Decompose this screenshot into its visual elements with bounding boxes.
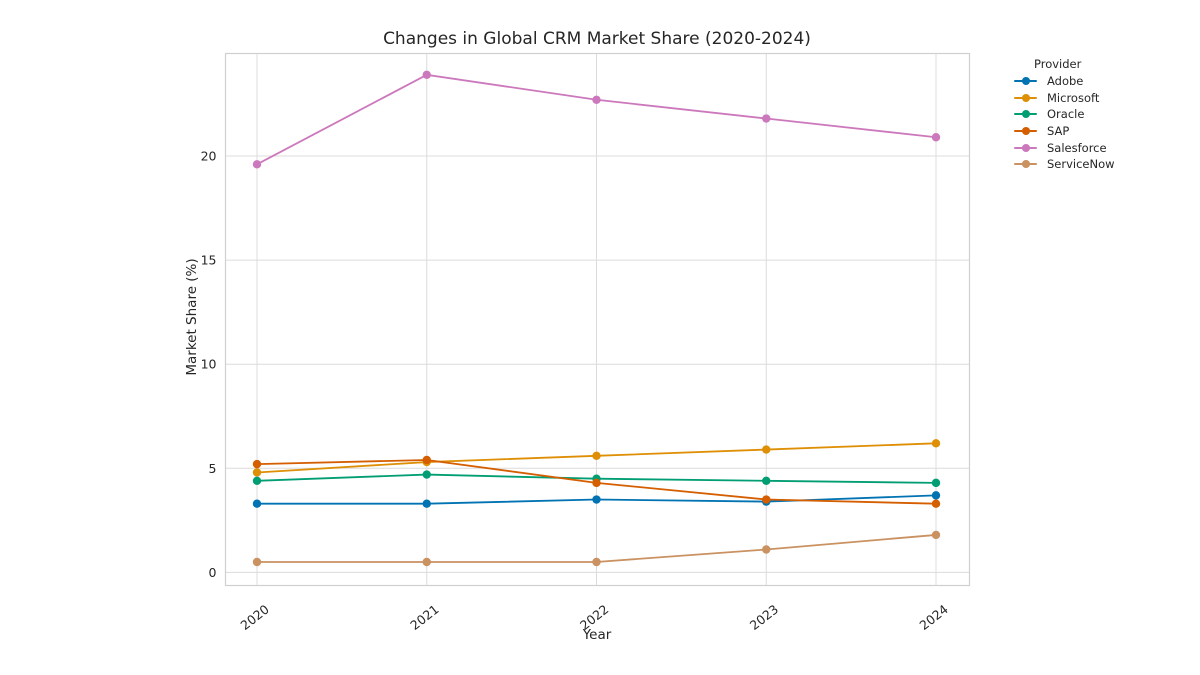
- y-tick-label: 0: [209, 565, 217, 580]
- data-point: [762, 495, 771, 504]
- legend-item-microsoft: Microsoft: [1014, 90, 1124, 107]
- data-point: [422, 557, 431, 567]
- data-point: [252, 557, 262, 567]
- legend-label: Salesforce: [1047, 140, 1107, 155]
- data-point: [422, 499, 431, 508]
- legend-item-adobe: Adobe: [1014, 73, 1124, 90]
- data-point: [931, 491, 941, 500]
- data-point: [252, 459, 262, 469]
- data-point: [592, 557, 601, 567]
- data-point: [931, 499, 941, 508]
- legend-label: Oracle: [1047, 107, 1085, 122]
- data-point: [422, 70, 431, 80]
- y-axis-label: Market Share (%): [184, 258, 200, 376]
- data-point: [422, 455, 431, 465]
- legend-item-sap: SAP: [1014, 123, 1124, 140]
- data-point: [592, 95, 601, 104]
- series-salesforce: [252, 70, 941, 169]
- series-microsoft: [252, 439, 941, 477]
- data-point: [931, 133, 941, 142]
- data-point: [762, 114, 771, 123]
- data-point: [252, 468, 262, 477]
- legend-line-dot-icon: [1014, 160, 1037, 169]
- data-point: [592, 451, 601, 461]
- data-point: [252, 499, 262, 508]
- legend-item-salesforce: Salesforce: [1014, 139, 1124, 156]
- data-point: [931, 439, 941, 448]
- x-tick-label: 2021: [407, 602, 441, 633]
- series-servicenow: [252, 530, 941, 567]
- data-point: [592, 495, 601, 504]
- y-tick-label: 20: [201, 149, 217, 164]
- x-axis-label: Year: [582, 627, 612, 643]
- gridlines: [225, 53, 970, 586]
- legend-label: Adobe: [1047, 74, 1084, 89]
- x-tick-label: 2023: [747, 602, 781, 633]
- legend-label: Microsoft: [1047, 90, 1100, 105]
- legend: Provider Adobe Microsoft Oracle SAP Salesfor…: [1014, 57, 1124, 173]
- y-tick-label: 15: [201, 253, 217, 268]
- series-sap: [252, 455, 941, 508]
- legend-item-servicenow: ServiceNow: [1014, 156, 1124, 173]
- data-point: [592, 478, 601, 488]
- data-point: [252, 160, 262, 169]
- data-point: [762, 545, 771, 554]
- y-tick-label: 10: [201, 357, 217, 372]
- y-tick-label: 5: [209, 461, 217, 476]
- legend-label: SAP: [1047, 124, 1070, 139]
- legend-item-oracle: Oracle: [1014, 106, 1124, 123]
- y-tick-labels: 0 5 10 15 20: [201, 149, 217, 580]
- legend-line-dot-icon: [1014, 110, 1037, 119]
- data-point: [422, 470, 431, 479]
- legend-line-dot-icon: [1014, 143, 1037, 152]
- plot-border: [224, 52, 971, 587]
- data-point: [931, 530, 941, 540]
- chart-title: Changes in Global CRM Market Share (2020…: [383, 29, 811, 49]
- legend-line-dot-icon: [1014, 127, 1037, 136]
- x-tick-label: 2020: [238, 602, 272, 633]
- x-tick-label: 2024: [917, 602, 951, 633]
- legend-label: ServiceNow: [1047, 157, 1115, 172]
- data-point: [762, 445, 771, 454]
- data-point: [252, 476, 262, 485]
- legend-items: Adobe Microsoft Oracle SAP Salesforce Service…: [1014, 73, 1124, 173]
- data-point: [931, 478, 941, 488]
- legend-line-dot-icon: [1014, 93, 1037, 102]
- legend-line-dot-icon: [1014, 77, 1037, 86]
- data-point: [762, 476, 771, 485]
- series-adobe: [252, 491, 941, 508]
- legend-title: Provider: [1034, 57, 1082, 71]
